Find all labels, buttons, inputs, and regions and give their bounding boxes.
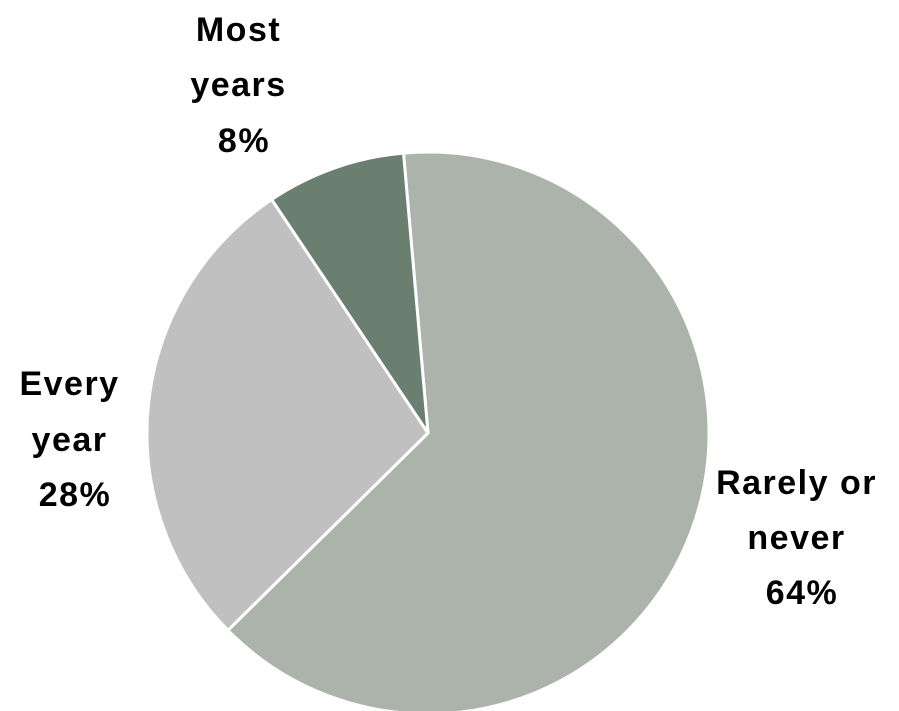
label-line: Rarely or — [716, 464, 877, 502]
label-line: Most — [196, 11, 281, 49]
slice-most-years — [270, 151, 430, 435]
label-line: years — [190, 66, 286, 104]
slice-label-most-years: Most years 8% — [190, 11, 297, 160]
slice-label-rarely-or-never: Rarely or never 64% — [716, 464, 888, 612]
label-line: 28% — [39, 476, 112, 514]
pie-slices — [145, 150, 711, 711]
label-line: Every — [19, 365, 119, 403]
slice-label-every-year: Every year 28% — [19, 365, 130, 514]
label-line: year — [32, 421, 108, 459]
slice-every-year — [145, 197, 430, 632]
slice-rarely-or-never — [226, 150, 711, 711]
label-line: 8% — [218, 122, 270, 160]
label-line: 64% — [766, 574, 839, 612]
label-line: never — [747, 519, 845, 557]
